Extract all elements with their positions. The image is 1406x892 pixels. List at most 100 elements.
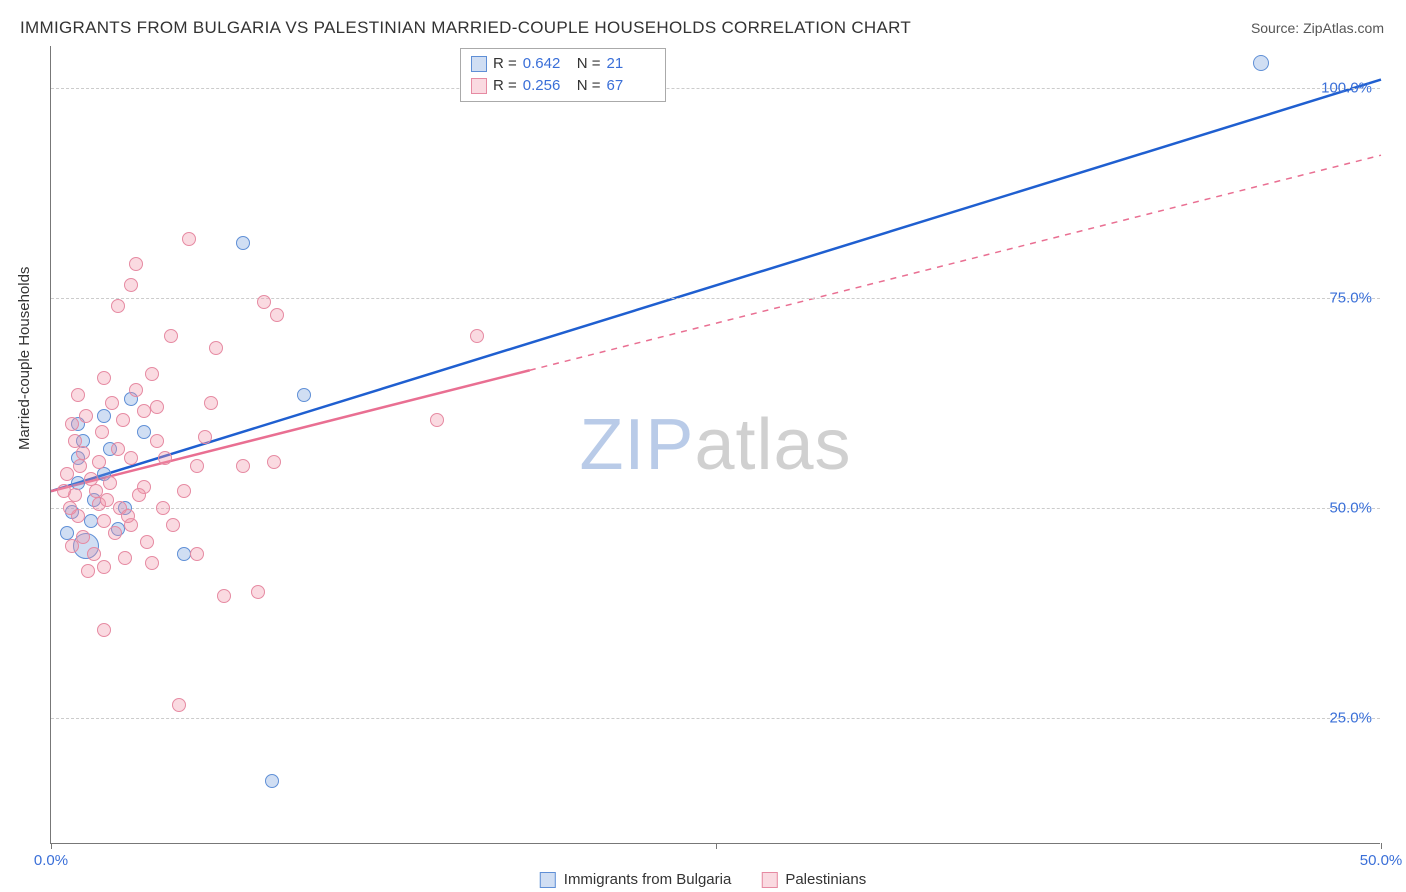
data-point-palestinians	[105, 396, 119, 410]
data-point-palestinians	[217, 589, 231, 603]
data-point-palestinians	[190, 547, 204, 561]
x-tick-mark	[716, 843, 717, 849]
data-point-bulgaria	[137, 425, 151, 439]
scatter-plot-area: ZIPatlas 25.0%50.0%75.0%100.0%0.0%50.0%	[50, 46, 1380, 844]
data-point-palestinians	[124, 278, 138, 292]
legend-swatch-bulgaria	[471, 56, 487, 72]
data-point-palestinians	[111, 299, 125, 313]
data-point-palestinians	[108, 526, 122, 540]
data-point-palestinians	[63, 501, 77, 515]
data-point-palestinians	[100, 493, 114, 507]
data-point-palestinians	[97, 371, 111, 385]
data-point-bulgaria	[1253, 55, 1269, 71]
data-point-palestinians	[97, 560, 111, 574]
legend-stat-row-bulgaria: R =0.642N =21	[471, 53, 655, 75]
data-point-palestinians	[118, 551, 132, 565]
data-point-palestinians	[267, 455, 281, 469]
correlation-legend: R =0.642N =21R =0.256N =67	[460, 48, 666, 102]
data-point-bulgaria	[177, 547, 191, 561]
data-point-palestinians	[116, 413, 130, 427]
regression-line-palestinians	[51, 370, 530, 491]
chart-title: IMMIGRANTS FROM BULGARIA VS PALESTINIAN …	[20, 18, 911, 38]
data-point-palestinians	[158, 451, 172, 465]
data-point-palestinians	[198, 430, 212, 444]
legend-stat-row-palestinians: R =0.256N =67	[471, 75, 655, 97]
r-value: 0.256	[523, 75, 571, 97]
data-point-palestinians	[257, 295, 271, 309]
legend-label: Immigrants from Bulgaria	[564, 871, 732, 888]
data-point-palestinians	[65, 417, 79, 431]
data-point-palestinians	[172, 698, 186, 712]
data-point-palestinians	[81, 564, 95, 578]
data-point-bulgaria	[236, 236, 250, 250]
data-point-palestinians	[150, 400, 164, 414]
legend-item-bulgaria: Immigrants from Bulgaria	[540, 871, 732, 888]
data-point-palestinians	[137, 404, 151, 418]
data-point-palestinians	[111, 442, 125, 456]
data-point-palestinians	[57, 484, 71, 498]
gridline	[51, 298, 1380, 299]
n-value: 67	[607, 75, 655, 97]
data-point-palestinians	[129, 383, 143, 397]
gridline	[51, 88, 1380, 89]
x-tick-mark	[51, 843, 52, 849]
data-point-palestinians	[97, 623, 111, 637]
y-tick-label: 100.0%	[1321, 80, 1372, 97]
legend-label: Palestinians	[785, 871, 866, 888]
y-tick-label: 75.0%	[1329, 290, 1372, 307]
data-point-palestinians	[190, 459, 204, 473]
data-point-palestinians	[87, 547, 101, 561]
data-point-palestinians	[132, 488, 146, 502]
data-point-palestinians	[204, 396, 218, 410]
data-point-palestinians	[270, 308, 284, 322]
data-point-palestinians	[121, 509, 135, 523]
legend-item-palestinians: Palestinians	[761, 871, 866, 888]
data-point-palestinians	[79, 409, 93, 423]
gridline	[51, 718, 1380, 719]
source-label: Source: ZipAtlas.com	[1251, 20, 1384, 36]
x-tick-mark	[1381, 843, 1382, 849]
data-point-palestinians	[236, 459, 250, 473]
data-point-palestinians	[164, 329, 178, 343]
data-point-palestinians	[182, 232, 196, 246]
y-tick-label: 25.0%	[1329, 710, 1372, 727]
data-point-bulgaria	[97, 409, 111, 423]
r-value: 0.642	[523, 53, 571, 75]
data-point-bulgaria	[297, 388, 311, 402]
data-point-palestinians	[68, 434, 82, 448]
regression-line-dashed-palestinians	[530, 155, 1381, 370]
r-label: R =	[493, 75, 517, 97]
n-label: N =	[577, 53, 601, 75]
data-point-palestinians	[251, 585, 265, 599]
data-point-palestinians	[92, 455, 106, 469]
data-point-palestinians	[177, 484, 191, 498]
legend-swatch-palestinians	[761, 872, 777, 888]
data-point-palestinians	[65, 539, 79, 553]
data-point-palestinians	[103, 476, 117, 490]
regression-line-bulgaria	[51, 80, 1381, 492]
data-point-palestinians	[140, 535, 154, 549]
legend-swatch-palestinians	[471, 78, 487, 94]
y-axis-label: Married-couple Households	[16, 267, 33, 450]
legend-swatch-bulgaria	[540, 872, 556, 888]
data-point-palestinians	[209, 341, 223, 355]
gridline	[51, 508, 1380, 509]
data-point-palestinians	[145, 367, 159, 381]
regression-lines-layer	[51, 46, 1380, 843]
data-point-bulgaria	[265, 774, 279, 788]
data-point-palestinians	[73, 459, 87, 473]
x-tick-label: 0.0%	[34, 852, 68, 869]
series-legend: Immigrants from Bulgaria Palestinians	[540, 871, 866, 888]
data-point-palestinians	[150, 434, 164, 448]
data-point-palestinians	[95, 425, 109, 439]
r-label: R =	[493, 53, 517, 75]
data-point-palestinians	[145, 556, 159, 570]
data-point-palestinians	[71, 388, 85, 402]
data-point-bulgaria	[84, 514, 98, 528]
data-point-palestinians	[129, 257, 143, 271]
data-point-palestinians	[156, 501, 170, 515]
data-point-palestinians	[470, 329, 484, 343]
data-point-palestinians	[430, 413, 444, 427]
y-tick-label: 50.0%	[1329, 500, 1372, 517]
data-point-palestinians	[60, 467, 74, 481]
